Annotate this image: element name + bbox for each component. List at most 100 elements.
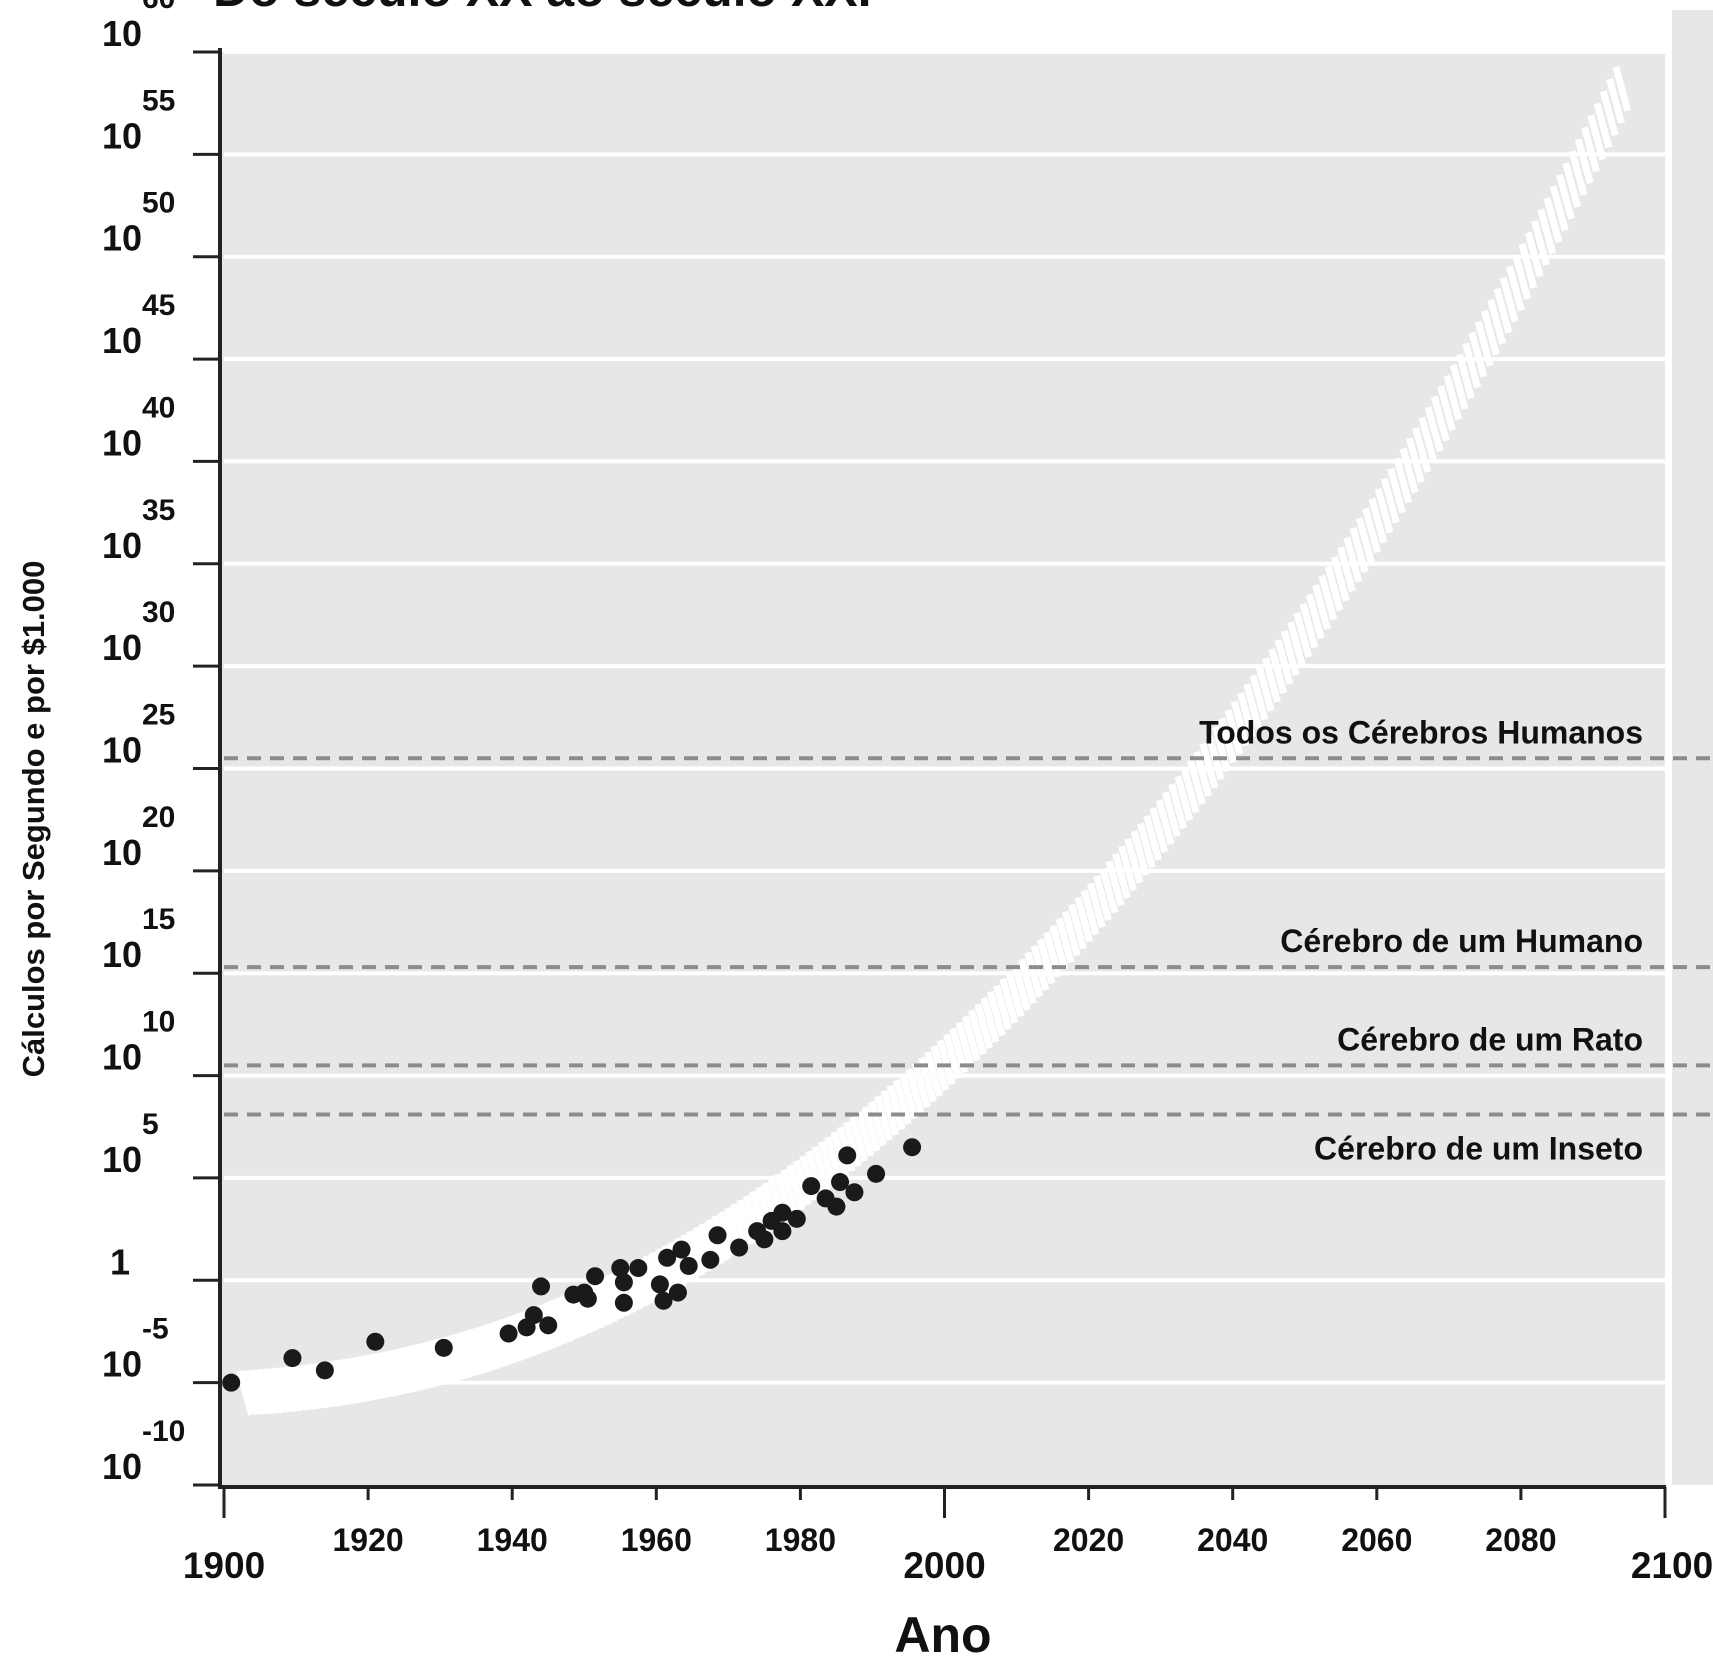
data-point xyxy=(730,1238,749,1257)
data-point xyxy=(838,1146,857,1165)
trend-dash xyxy=(480,1324,499,1371)
trend-dash xyxy=(1005,971,1025,1018)
y-tick-label: 10 xyxy=(102,320,142,361)
data-point xyxy=(773,1203,792,1222)
trend-dash xyxy=(1549,185,1569,232)
y-tick-exponent: 35 xyxy=(142,494,175,527)
trend-dash xyxy=(1449,364,1469,410)
x-axis-label: Ano xyxy=(894,1607,991,1656)
trend-dash xyxy=(549,1299,568,1345)
y-tick-label: 1 xyxy=(110,1241,130,1282)
y-axis-label: Cálculos por Segundo e por $1.000 xyxy=(16,561,51,1078)
x-tick-label: 1920 xyxy=(333,1522,404,1558)
trend-dash xyxy=(1405,437,1425,484)
data-point xyxy=(654,1291,673,1310)
trend-dash xyxy=(1305,593,1325,640)
trend-dash xyxy=(1606,78,1625,125)
trend-dash xyxy=(492,1320,512,1367)
trend-dash xyxy=(1287,621,1306,667)
trend-dash xyxy=(486,1322,506,1369)
trend-dash xyxy=(1430,395,1450,442)
trend-dash xyxy=(1124,837,1144,884)
y-tick-label: 10 xyxy=(102,1139,142,1180)
reference-lines: Todos os Cérebros Humanos Cérebro de um H… xyxy=(224,714,1713,1166)
trend-dash xyxy=(855,1111,875,1157)
trend-dash xyxy=(255,1368,274,1415)
trend-dash xyxy=(1111,852,1131,899)
y-tick-exponent: 30 xyxy=(142,596,175,629)
trend-dash xyxy=(1593,102,1613,149)
trend-dash xyxy=(1437,385,1456,432)
trend-dash xyxy=(1230,700,1250,747)
data-point xyxy=(524,1306,543,1325)
data-point xyxy=(658,1248,677,1267)
trend-dash xyxy=(930,1045,950,1092)
data-point xyxy=(578,1289,597,1308)
trend-dash xyxy=(1299,602,1319,649)
y-tick-exponent: 40 xyxy=(142,391,175,424)
trend-dash xyxy=(348,1356,368,1403)
trend-dash xyxy=(911,1062,931,1109)
data-point xyxy=(679,1256,698,1275)
trend-dash xyxy=(1224,709,1244,756)
y-tick-label: 10 xyxy=(102,218,142,259)
trend-dash xyxy=(1118,845,1137,892)
trend-dash xyxy=(386,1349,406,1396)
reference-line-label: Cérebro de um Rato xyxy=(1337,1021,1643,1057)
trend-dash xyxy=(1293,611,1313,658)
trend-dash xyxy=(1399,447,1419,494)
trend-dash xyxy=(1418,416,1438,463)
trend-dash xyxy=(461,1330,481,1377)
trend-dash xyxy=(999,977,1019,1024)
y-tick-labels: 1060105510501045104010351030102510201015… xyxy=(102,0,185,1487)
data-point xyxy=(539,1316,558,1335)
trend-dash xyxy=(261,1368,281,1414)
trend-dash xyxy=(792,1159,812,1206)
data-points xyxy=(222,1138,922,1392)
data-point xyxy=(708,1226,727,1245)
trend-dash xyxy=(1462,342,1482,389)
trend-dash xyxy=(1349,527,1369,573)
data-point xyxy=(827,1197,846,1216)
trend-dash xyxy=(248,1369,268,1415)
trend-dash xyxy=(1324,565,1344,612)
data-point xyxy=(532,1277,551,1296)
trend-dash xyxy=(968,1009,987,1056)
trend-dash xyxy=(1055,917,1075,964)
trend-dash xyxy=(367,1353,387,1400)
trend-dash xyxy=(1068,903,1087,950)
y-tick-label: 10 xyxy=(102,627,142,668)
trend-dash xyxy=(1556,173,1575,220)
y-tick-exponent: 25 xyxy=(142,699,175,732)
trend-dash xyxy=(943,1033,962,1080)
y-tick-exponent: 60 xyxy=(142,0,175,15)
data-point xyxy=(222,1373,241,1392)
x-tick-labels: 1900 1920 1940 1960 1980 2000 2020 2040 2060 2080… xyxy=(183,1522,1713,1586)
trend-dash xyxy=(811,1145,831,1192)
trend-dash xyxy=(1136,822,1156,869)
data-point xyxy=(903,1138,922,1157)
trend-dash xyxy=(242,1369,262,1416)
trend-dash xyxy=(1443,374,1463,421)
trend-dash xyxy=(924,1051,944,1097)
trend-dash xyxy=(786,1164,806,1211)
trend-dash xyxy=(1531,220,1550,267)
trend-dash xyxy=(1180,767,1200,814)
trend-dash xyxy=(974,1003,994,1050)
data-point xyxy=(629,1259,648,1278)
trend-dash xyxy=(1493,287,1513,334)
y-tick-exponent: -5 xyxy=(142,1313,169,1346)
data-point xyxy=(802,1177,821,1196)
trend-dash xyxy=(1380,477,1400,524)
data-point xyxy=(366,1332,385,1351)
trend-dash xyxy=(1487,298,1507,345)
trend-dash xyxy=(861,1105,881,1152)
trend-dash xyxy=(1599,90,1619,137)
trend-dash xyxy=(1574,138,1594,185)
trend-dash xyxy=(236,1369,255,1416)
trend-dash xyxy=(423,1340,443,1387)
trend-dash xyxy=(686,1230,706,1277)
data-point xyxy=(668,1283,687,1302)
data-point xyxy=(672,1240,691,1259)
trend-dash xyxy=(986,990,1006,1037)
